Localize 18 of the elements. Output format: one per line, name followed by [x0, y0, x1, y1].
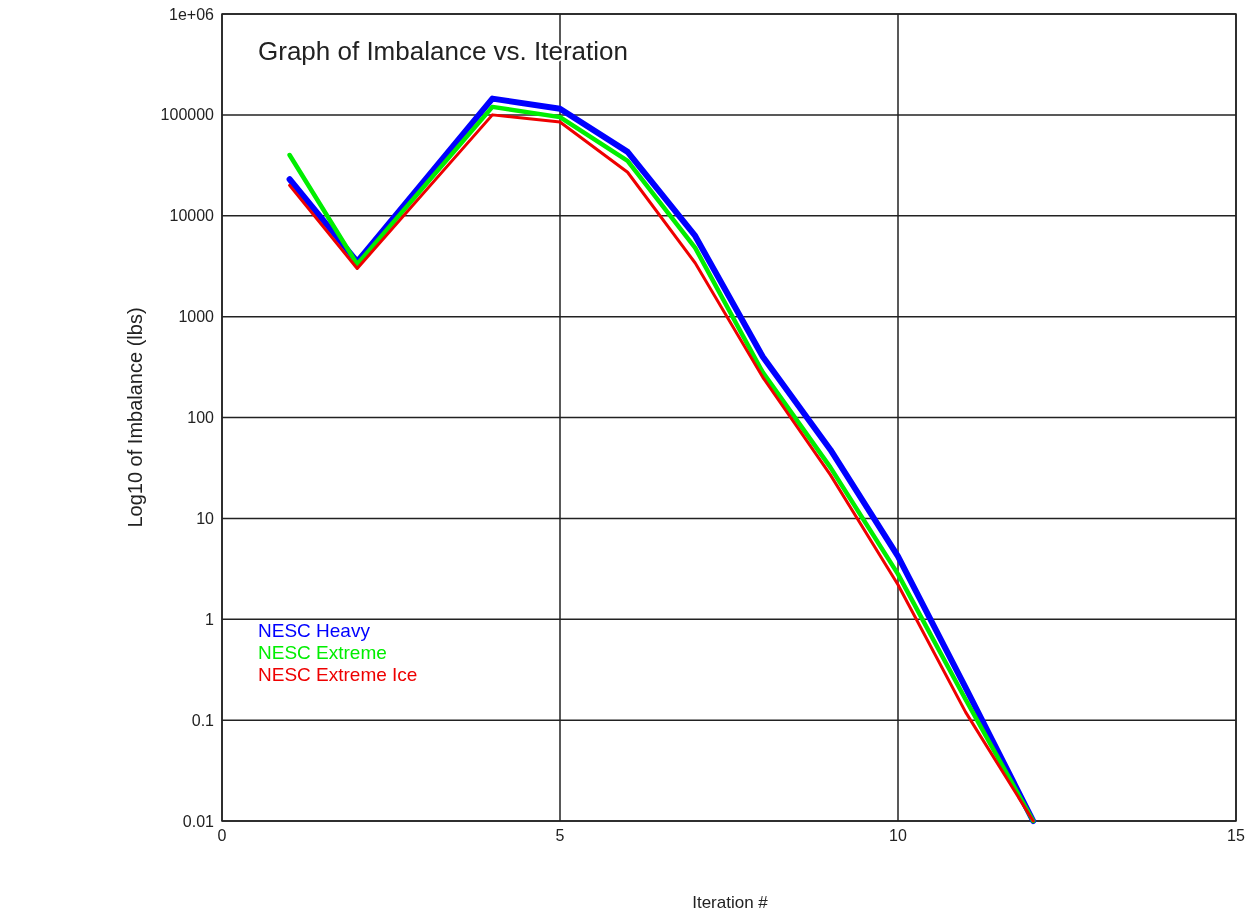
y-tick-label: 1e+06	[169, 5, 215, 23]
x-tick-label: 15	[1227, 827, 1245, 844]
y-tick-label: 100000	[160, 106, 215, 124]
y-tick-label: 10000	[169, 207, 215, 225]
y-tick-label: 1000	[178, 308, 215, 326]
y-tick-label: 100	[187, 409, 215, 427]
text: NESC Heavy	[258, 619, 371, 641]
text: NESC Extreme Ice	[258, 663, 418, 685]
x-tick-label: 5	[555, 827, 565, 844]
text: NESC Extreme	[258, 641, 387, 663]
x-tick-label: 10	[889, 827, 907, 844]
y-tick-label: 0.1	[191, 711, 215, 729]
x-axis-title: Iteration #	[692, 893, 769, 912]
y-tick-label: 10	[196, 509, 215, 527]
x-tick-label: 0	[217, 827, 227, 844]
y-tick-label: 1	[205, 610, 215, 628]
y-tick-label: 0.01	[182, 812, 215, 830]
y-axis-title: Log10 of Imbalance (lbs)	[124, 307, 146, 528]
